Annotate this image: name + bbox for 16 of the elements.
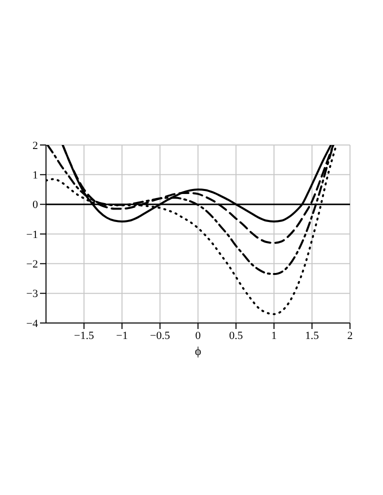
y-tick-label: −3 (26, 288, 38, 300)
y-tick-label: 1 (32, 170, 38, 182)
x-tick-label: 1 (271, 330, 277, 342)
y-tick-label: 2 (32, 140, 38, 152)
x-axis-title: ϕ (194, 344, 202, 358)
x-tick-label: −0.5 (150, 330, 170, 342)
y-tick-label: −4 (26, 318, 38, 330)
y-tick-label: 0 (32, 199, 38, 212)
x-tick-label: 0 (195, 330, 202, 342)
x-tick-label: 1.5 (305, 330, 320, 342)
x-tick-label: 0.5 (229, 330, 244, 342)
y-tick-label: −2 (26, 258, 38, 271)
x-tick-label: 2 (347, 330, 353, 342)
y-tick-label: −1 (26, 228, 38, 241)
x-tick-label: −1.5 (74, 330, 94, 342)
x-tick-label: −1 (116, 330, 128, 342)
